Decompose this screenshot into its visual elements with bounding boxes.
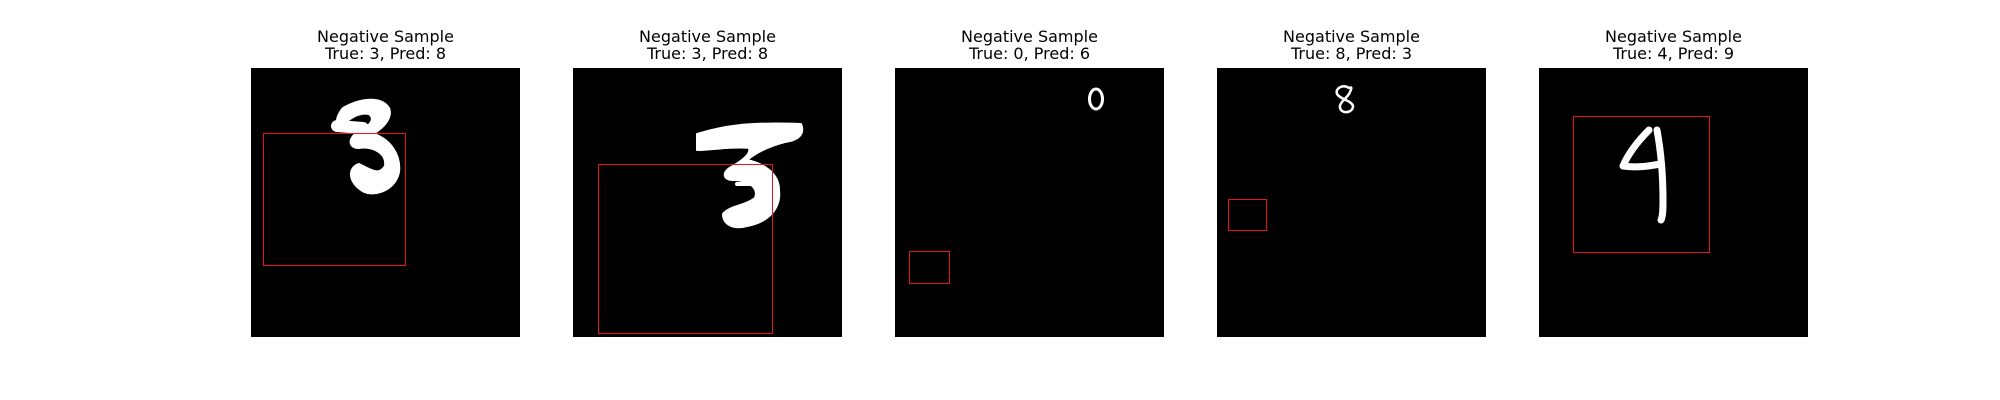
digit-image	[1217, 68, 1486, 337]
panel-title-line: Negative Sample	[1605, 27, 1742, 46]
panel-title-line: Negative Sample	[317, 27, 454, 46]
digit-image	[251, 68, 520, 337]
sample-panel-4: Negative Sample True: 8, Pred: 3	[1217, 0, 1486, 340]
digit-image	[895, 68, 1164, 337]
panel-title: Negative Sample True: 3, Pred: 8	[533, 28, 882, 62]
panel-title: Negative Sample True: 4, Pred: 9	[1499, 28, 1848, 62]
panel-subtitle-line: True: 8, Pred: 3	[1290, 44, 1413, 63]
panel-title: Negative Sample True: 0, Pred: 6	[855, 28, 1204, 62]
panel-title: Negative Sample True: 3, Pred: 8	[211, 28, 560, 62]
sample-panel-2: Negative Sample True: 3, Pred: 8	[573, 0, 842, 340]
sample-panel-5: Negative Sample True: 4, Pred: 9	[1539, 0, 1808, 340]
sample-panel-3: Negative Sample True: 0, Pred: 6	[895, 0, 1164, 340]
bounding-box	[1573, 116, 1710, 253]
digit-8-glyph	[1335, 85, 1355, 114]
bounding-box	[909, 251, 950, 284]
bounding-box	[598, 164, 773, 334]
digit-0-glyph	[1088, 87, 1104, 111]
digit-image	[573, 68, 842, 337]
panel-title-line: Negative Sample	[961, 27, 1098, 46]
bounding-box	[263, 133, 406, 266]
digit-4-glyph	[1619, 126, 1667, 224]
panel-subtitle-line: True: 0, Pred: 6	[968, 44, 1091, 63]
digit-image	[1539, 68, 1808, 337]
bounding-box	[1228, 199, 1267, 231]
panel-title-line: Negative Sample	[639, 27, 776, 46]
panel-subtitle-line: True: 4, Pred: 9	[1612, 44, 1735, 63]
digit-3-glyph	[696, 122, 804, 229]
panel-subtitle-line: True: 3, Pred: 8	[324, 44, 447, 63]
panel-subtitle-line: True: 3, Pred: 8	[646, 44, 769, 63]
sample-panel-1: Negative Sample True: 3, Pred: 8	[251, 0, 520, 340]
panel-title: Negative Sample True: 8, Pred: 3	[1177, 28, 1526, 62]
digit-3-glyph	[331, 98, 401, 195]
panel-title-line: Negative Sample	[1283, 27, 1420, 46]
